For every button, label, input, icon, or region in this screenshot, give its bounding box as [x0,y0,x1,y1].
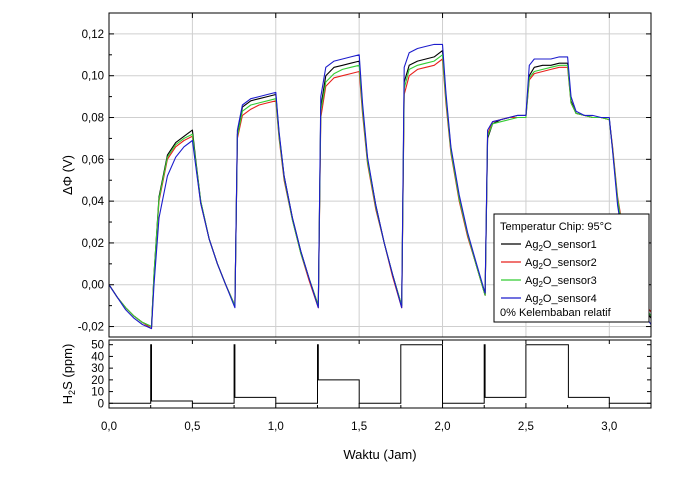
y-tick-label: 0,02 [82,238,104,250]
legend-label: Ag2O_sensor1 [525,239,597,253]
legend-label: Ag2O_sensor2 [525,257,597,271]
x-tick-label: 2,5 [518,421,534,433]
top-plot-frame [108,12,652,338]
y-tick-label: 0,12 [82,29,104,41]
x-tick-label: 1,0 [268,421,284,433]
x-tick-label: 0,0 [101,421,117,433]
x-axis-label: Waktu (Jam) [343,447,416,462]
bottom-plot-frame [108,339,652,409]
legend-title: Temperatur Chip: 95°C [500,221,612,233]
h2s-tick-label: 20 [91,375,104,387]
y-tick-label: 0,06 [82,154,104,166]
legend: Temperatur Chip: 95°C Ag2O_sensor1Ag2O_s… [493,213,650,323]
x-tick-label: 3,0 [601,421,617,433]
x-tick-label: 0,5 [184,421,200,433]
series-lines [108,43,652,330]
y-tick-label: 0,00 [82,280,104,292]
y-tick-label: -0,02 [78,322,104,334]
h2s-axis-label: H2S (ppm) [60,344,77,405]
h2s-line [109,344,651,404]
legend-label: Ag2O_sensor3 [525,275,597,289]
y-tick-label: 0,08 [82,113,104,125]
x-ticks: 0,0 0,5 1,0 1,5 2,0 2,5 3,0 [101,340,617,433]
top-ticks: -0,02 0,00 0,02 0,04 0,06 0,08 0,10 0,12 [78,13,651,334]
series-line-Ag2O_sensor4 [108,43,652,330]
legend-items: Ag2O_sensor1 Ag2O_sensor2 Ag2O_sensor3 Ag2O… [501,239,597,307]
h2s-tick-label: 40 [91,351,104,363]
legend-box [493,213,650,323]
h2s-label-rest: S (ppm) [60,344,75,390]
h2s-label-sub: 2 [67,390,77,395]
h2s-tick-label: 10 [91,387,104,399]
h2s-tick-label: 0 [98,398,104,410]
h2s-label-base: H [60,395,75,404]
h2s-tick-label: 50 [91,340,104,352]
h2s-series-line [109,344,651,404]
h2s-tick-label: 30 [91,363,104,375]
legend-label: Ag2O_sensor4 [525,293,597,307]
y-tick-label: 0,04 [82,196,105,208]
top-panel: -0,02 0,00 0,02 0,04 0,06 0,08 0,10 0,12 ΔΦ (V)… [60,12,652,338]
y-axis-label: ΔΦ (V) [60,155,75,195]
y-tick-label: 0,10 [82,71,104,83]
x-tick-label: 2,0 [435,421,451,433]
x-tick-label: 1,5 [351,421,367,433]
legend-note: 0% Kelembaban relatif [500,307,612,319]
